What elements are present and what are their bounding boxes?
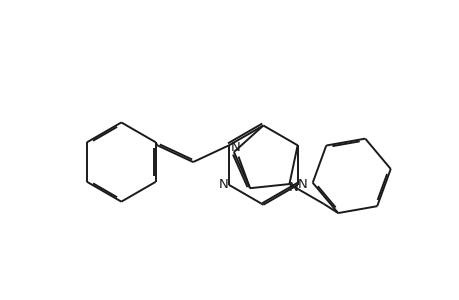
Text: N: N [218, 178, 228, 191]
Text: N: N [230, 141, 241, 154]
Text: N: N [297, 178, 307, 191]
Text: N: N [288, 181, 298, 194]
